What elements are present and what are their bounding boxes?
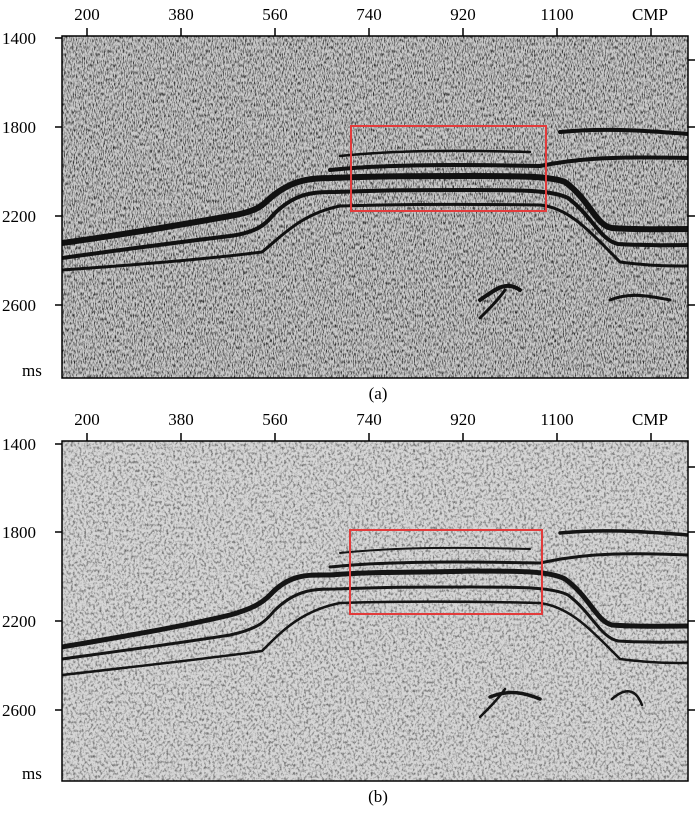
x-tick-label: 560 — [262, 410, 288, 429]
x-tick-label: 1100 — [540, 5, 574, 24]
panel-caption: (a) — [368, 384, 388, 403]
y-axis-unit: ms — [22, 361, 42, 380]
x-axis-unit: CMP — [632, 5, 668, 24]
highlight-box-a — [350, 125, 547, 212]
y-tick-label: 2600 — [2, 296, 36, 315]
y-tick-label: 1400 — [2, 435, 36, 454]
seismic-section-b — [55, 433, 695, 782]
y-tick-label: 1400 — [2, 29, 36, 48]
y-tick-label: 2200 — [2, 612, 36, 631]
highlight-box-b — [349, 529, 543, 615]
x-tick-label: 740 — [356, 410, 382, 429]
x-tick-label: 560 — [262, 5, 288, 24]
x-tick-label: 380 — [168, 5, 194, 24]
x-tick-label: 200 — [74, 410, 100, 429]
x-tick-label: 740 — [356, 5, 382, 24]
x-tick-label: 920 — [450, 5, 476, 24]
y-tick-label: 2200 — [2, 207, 36, 226]
x-axis-unit: CMP — [632, 410, 668, 429]
seismic-panel-a: 200 380 560 740 920 1100 CMP 1400 1800 2… — [2, 5, 695, 403]
y-axis-unit: ms — [22, 764, 42, 783]
panel-caption: (b) — [368, 787, 388, 806]
x-tick-label: 200 — [74, 5, 100, 24]
x-tick-label: 920 — [450, 410, 476, 429]
seismic-section-a — [55, 28, 695, 379]
x-tick-label: 1100 — [540, 410, 574, 429]
y-tick-label: 1800 — [2, 523, 36, 542]
seismic-panel-b: 200 380 560 740 920 1100 CMP 1400 1800 2… — [0, 407, 700, 813]
y-tick-label: 1800 — [2, 118, 36, 137]
y-tick-label: 2600 — [2, 701, 36, 720]
x-tick-label: 380 — [168, 410, 194, 429]
